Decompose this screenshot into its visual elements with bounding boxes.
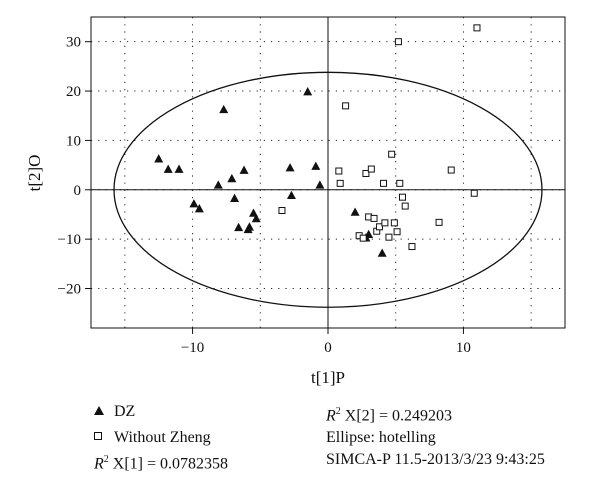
dz-point xyxy=(315,180,325,189)
y-tick-label: −10 xyxy=(58,232,81,248)
x-tick-label: 10 xyxy=(456,340,471,356)
without-zheng-point xyxy=(278,207,286,215)
r2-symbol-2: R xyxy=(326,407,336,425)
y-tick-label: 30 xyxy=(66,35,81,51)
without-zheng-point xyxy=(370,214,378,222)
without-zheng-point xyxy=(375,223,383,231)
dz-point xyxy=(219,104,229,114)
r2-superscript-2: 2 xyxy=(335,406,341,417)
without-zheng-point xyxy=(394,38,402,46)
dz-point xyxy=(286,190,296,200)
without-zheng-point xyxy=(408,243,416,251)
dz-point xyxy=(154,154,164,163)
without-zheng-point xyxy=(359,234,367,242)
ellipse-info: Ellipse: hotelling xyxy=(326,429,436,446)
triangle-marker-icon xyxy=(94,406,104,415)
without-zheng-point xyxy=(473,24,481,32)
y-tick-label: −20 xyxy=(58,282,81,298)
dz-point xyxy=(194,204,204,213)
without-zheng-point xyxy=(367,165,375,173)
without-zheng-point xyxy=(401,202,409,210)
dz-point xyxy=(213,180,223,189)
r2x2-stat: R2 X[2] = 0.249203 xyxy=(326,402,452,426)
dz-point xyxy=(239,165,249,174)
square-marker-icon xyxy=(94,432,102,440)
score-plot: −10 0 10 −20 −10 0 10 20 30 t[1]P t[2]O xyxy=(25,16,566,387)
dz-point xyxy=(174,164,184,173)
without-zheng-point xyxy=(335,167,343,175)
without-zheng-point xyxy=(342,102,350,110)
dz-point xyxy=(227,173,237,183)
r2x2-value: X[2] = 0.249203 xyxy=(344,407,453,425)
r2x1-value: X[1] = 0.0782358 xyxy=(112,455,229,473)
without-zheng-point xyxy=(362,169,370,177)
software-info: SIMCA-P 11.5-2013/3/23 9:43:25 xyxy=(326,451,545,468)
r2x1-stat: R2 X[1] = 0.0782358 xyxy=(94,450,228,474)
x-tick-label: 0 xyxy=(324,340,332,356)
dz-point xyxy=(234,222,244,232)
dz-point xyxy=(303,87,313,96)
r2-superscript: 2 xyxy=(103,454,109,465)
dz-point xyxy=(244,222,254,231)
without-zheng-point xyxy=(470,189,478,197)
legend-label-without-zheng: Without Zheng xyxy=(114,429,211,446)
data-points xyxy=(154,24,481,257)
without-zheng-point xyxy=(435,218,443,226)
without-zheng-point xyxy=(398,193,406,201)
dz-point xyxy=(377,248,387,257)
legend-item-dz: DZ xyxy=(94,402,135,422)
without-zheng-point xyxy=(393,228,401,236)
without-zheng-point xyxy=(447,166,455,174)
x-axis-title: t[1]P xyxy=(311,368,345,387)
without-zheng-point xyxy=(390,219,398,227)
without-zheng-point xyxy=(381,219,389,227)
x-tick-label: −10 xyxy=(181,340,204,356)
without-zheng-point xyxy=(380,179,388,187)
r2-symbol: R xyxy=(94,455,104,473)
dz-point xyxy=(249,208,259,217)
without-zheng-point xyxy=(388,150,396,158)
dz-point xyxy=(285,163,295,172)
dz-point xyxy=(251,213,261,223)
axis-ticks: −10 0 10 −20 −10 0 10 20 30 xyxy=(58,35,471,356)
y-axis-title: t[2]O xyxy=(25,155,44,192)
dz-point xyxy=(230,193,240,202)
without-zheng-point xyxy=(396,179,404,187)
dz-point xyxy=(163,164,173,173)
y-tick-label: 10 xyxy=(66,133,81,149)
legend-label-dz: DZ xyxy=(114,403,136,420)
without-zheng-point xyxy=(385,233,393,241)
dz-point xyxy=(350,207,360,216)
legend-item-without-zheng: Without Zheng xyxy=(94,428,211,448)
y-tick-label: 0 xyxy=(74,183,82,199)
dz-point xyxy=(189,199,199,208)
hotelling-ellipse xyxy=(113,71,543,308)
without-zheng-point xyxy=(336,179,344,187)
y-tick-label: 20 xyxy=(66,84,81,100)
dz-point xyxy=(311,161,321,170)
